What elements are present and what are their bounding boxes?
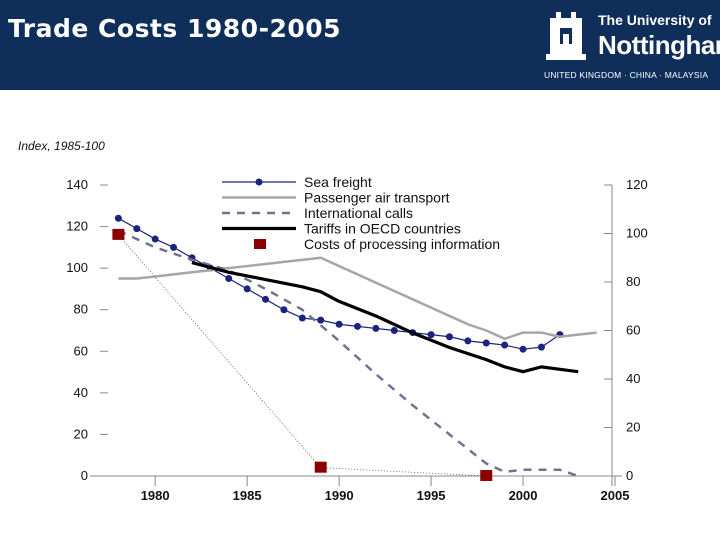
- right-tick-label: 0: [626, 468, 633, 483]
- left-tick-label: 60: [74, 343, 88, 358]
- sea-freight-point: [390, 327, 398, 334]
- x-tick-label: 1985: [233, 488, 262, 503]
- right-tick-label: 120: [626, 177, 648, 192]
- sea-freight-point: [262, 295, 270, 303]
- legend-label: International calls: [304, 205, 413, 221]
- sea-freight-point: [298, 314, 306, 322]
- sea-freight-point: [170, 243, 178, 251]
- slide-title: Trade Costs 1980-2005: [8, 14, 342, 43]
- legend-label: Passenger air transport: [304, 190, 450, 206]
- logo-text-line2: Nottingham: [598, 30, 720, 60]
- sea-freight-point: [501, 341, 509, 349]
- sea-freight-point: [280, 306, 288, 314]
- x-tick-label: 2005: [601, 488, 630, 503]
- chart-subtitle: Index, 1985-100: [18, 139, 105, 153]
- sea-freight-point: [225, 275, 233, 283]
- sea-freight-point: [317, 316, 325, 324]
- legend-swatch: [254, 239, 266, 249]
- processing-cost-point: [112, 228, 125, 240]
- processing-cost-point: [480, 470, 493, 481]
- sea-freight-point: [445, 333, 453, 341]
- processing-cost-point: [314, 461, 327, 473]
- sea-freight-point: [133, 225, 141, 233]
- left-tick-label: 20: [74, 426, 88, 441]
- legend-label: Sea freight: [304, 174, 372, 190]
- logo-text-line3: UNITED KINGDOM · CHINA · MALAYSIA: [544, 70, 709, 80]
- right-tick-label: 80: [626, 274, 640, 289]
- sea-freight-point: [335, 320, 343, 328]
- header-bar: [0, 0, 720, 90]
- left-tick-label: 140: [66, 177, 88, 192]
- left-tick-label: 120: [66, 219, 88, 234]
- left-tick-label: 80: [74, 302, 88, 317]
- series-line-tariffs-in-oecd-countries: [191, 261, 579, 374]
- crest-icon: [546, 12, 586, 60]
- sea-freight-point: [464, 337, 472, 345]
- left-tick-label: 0: [81, 468, 88, 483]
- sea-freight-point: [372, 324, 380, 332]
- left-tick-label: 40: [74, 385, 88, 400]
- x-tick-label: 1990: [325, 488, 354, 503]
- sea-freight-point: [519, 345, 527, 353]
- series-line-passenger-air-transport: [118, 256, 597, 341]
- x-tick-label: 2000: [509, 488, 538, 503]
- sea-freight-point: [114, 214, 122, 222]
- series-line-international-calls: [117, 229, 579, 478]
- sea-freight-point: [427, 331, 435, 339]
- sea-freight-point: [243, 285, 251, 293]
- series-line-costs-of-processing-information: [118, 234, 487, 477]
- logo-text-line1: The University of: [598, 12, 712, 28]
- sea-freight-point: [354, 322, 361, 330]
- right-tick-label: 20: [626, 420, 640, 435]
- university-logo: The University of Nottingham UNITED KING…: [540, 6, 720, 84]
- left-tick-label: 100: [66, 260, 88, 275]
- legend-label: Costs of processing information: [304, 236, 500, 252]
- right-tick-label: 40: [626, 371, 640, 386]
- legend-marker: [255, 178, 263, 186]
- right-tick-label: 60: [626, 323, 640, 338]
- legend-label: Tariffs in OECD countries: [304, 221, 461, 237]
- x-tick-label: 1980: [141, 488, 170, 503]
- sea-freight-point: [482, 339, 490, 347]
- sea-freight-point: [151, 235, 159, 243]
- x-tick-label: 1995: [417, 488, 446, 503]
- right-tick-label: 100: [626, 226, 648, 241]
- sea-freight-point: [537, 343, 545, 351]
